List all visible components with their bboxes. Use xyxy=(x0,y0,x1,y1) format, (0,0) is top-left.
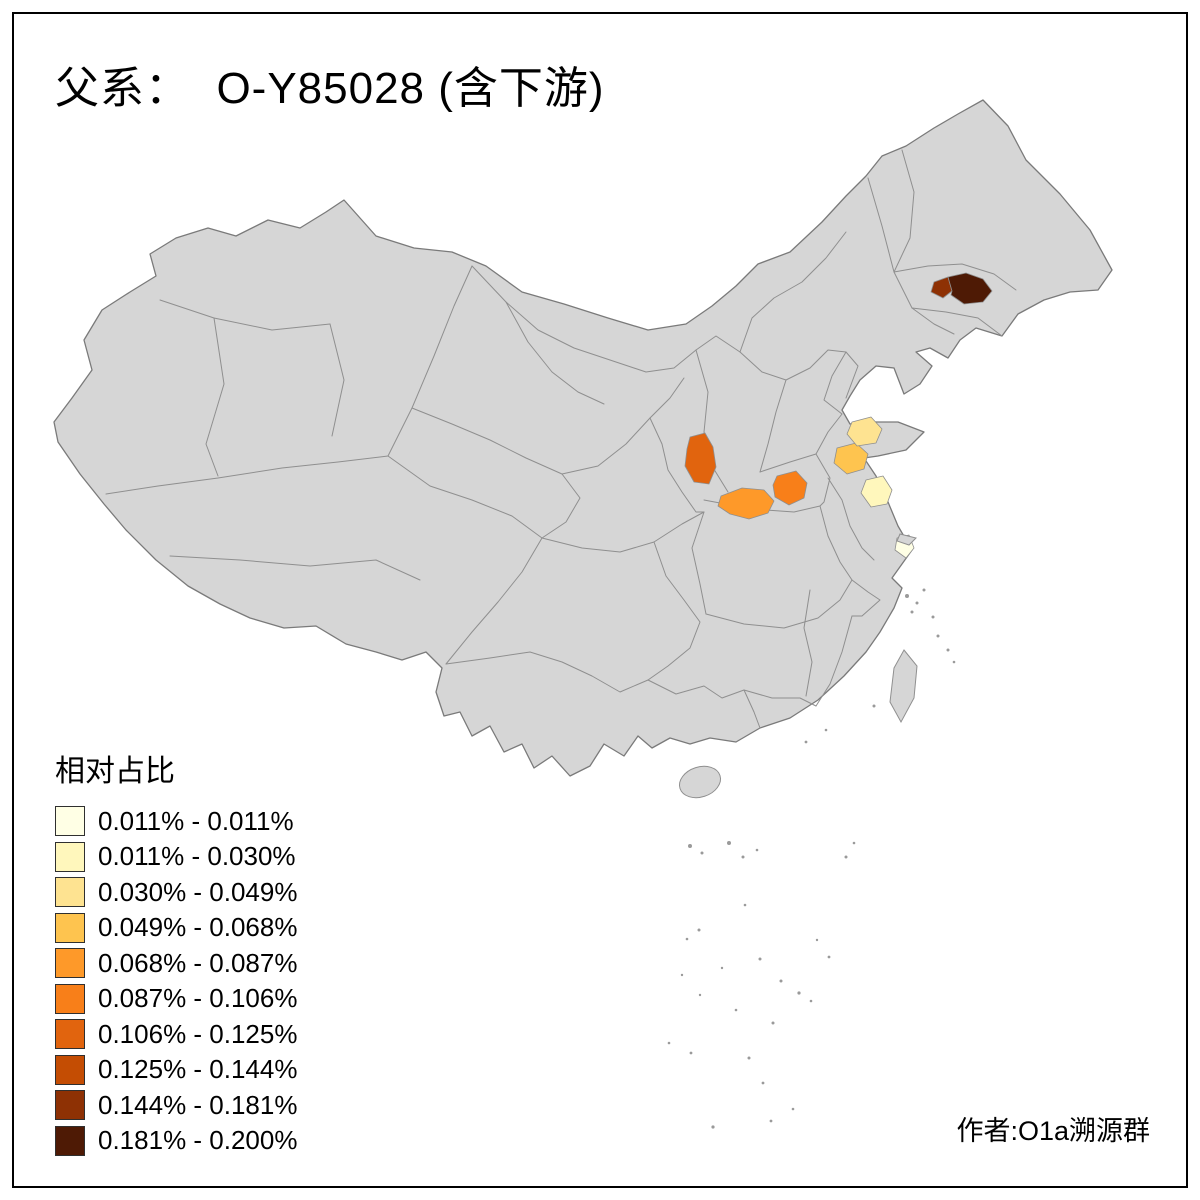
legend-item: 0.087% - 0.106% xyxy=(55,983,298,1014)
region-east-coast xyxy=(860,475,893,508)
legend-label: 0.144% - 0.181% xyxy=(98,1089,298,1120)
legend-swatch xyxy=(55,806,85,836)
legend-label: 0.087% - 0.106% xyxy=(98,983,298,1013)
legend-label: 0.011% - 0.030% xyxy=(98,841,296,871)
legend-swatch xyxy=(55,983,85,1014)
legend-label: 0.125% - 0.144% xyxy=(98,1054,298,1084)
region-central-west xyxy=(684,432,717,485)
author-credit: 作者:O1a溯源群 xyxy=(956,1116,1150,1146)
region-central xyxy=(772,470,808,506)
legend-label: 0.011% - 0.011% xyxy=(98,805,294,836)
legend-label: 0.181% - 0.200% xyxy=(98,1125,298,1155)
legend-label: 0.068% - 0.087% xyxy=(98,947,298,978)
islands xyxy=(678,533,918,799)
legend: 相对占比 0.011% - 0.011% 0.011% - 0.030% 0.0… xyxy=(55,746,297,1156)
legend-label: 0.106% - 0.125% xyxy=(98,1018,298,1049)
legend-swatch xyxy=(55,1054,85,1085)
region-central-south xyxy=(717,487,775,520)
highlighted-regions xyxy=(684,272,993,559)
legend-rows: 0.011% - 0.011% 0.011% - 0.030% 0.030% -… xyxy=(55,806,297,1156)
legend-swatch xyxy=(55,948,85,978)
legend-swatch xyxy=(55,1019,85,1049)
region-northeast-large xyxy=(947,272,993,305)
region-northeast-small xyxy=(930,276,953,299)
hainan-island xyxy=(678,765,722,799)
chongming-island xyxy=(896,533,917,546)
legend-label: 0.030% - 0.049% xyxy=(98,876,298,907)
legend-item: 0.011% - 0.030% xyxy=(55,841,297,872)
legend-title: 相对占比 xyxy=(55,755,175,788)
region-east-north xyxy=(846,416,883,447)
taiwan-island xyxy=(889,649,918,724)
legend-item: 0.144% - 0.181% xyxy=(55,1090,297,1120)
legend-swatch xyxy=(55,1125,85,1156)
legend-swatch xyxy=(55,841,85,872)
legend-swatch xyxy=(55,1090,85,1120)
scattered-islands xyxy=(667,588,956,1129)
legend-swatch xyxy=(55,912,85,943)
legend-item: 0.125% - 0.144% xyxy=(55,1054,298,1085)
legend-item: 0.181% - 0.200% xyxy=(55,1125,298,1156)
mainland-outline xyxy=(53,99,1113,777)
legend-item: 0.011% - 0.011% xyxy=(55,806,297,836)
legend-swatch xyxy=(55,877,85,907)
legend-label: 0.049% - 0.068% xyxy=(98,912,298,942)
legend-item: 0.049% - 0.068% xyxy=(55,912,298,943)
legend-item: 0.030% - 0.049% xyxy=(55,877,297,907)
legend-item: 0.068% - 0.087% xyxy=(55,948,297,978)
map-title: 父系： O-Y85028 (含下游) xyxy=(55,64,605,113)
legend-item: 0.106% - 0.125% xyxy=(55,1019,297,1049)
province-boundaries xyxy=(105,149,1017,729)
